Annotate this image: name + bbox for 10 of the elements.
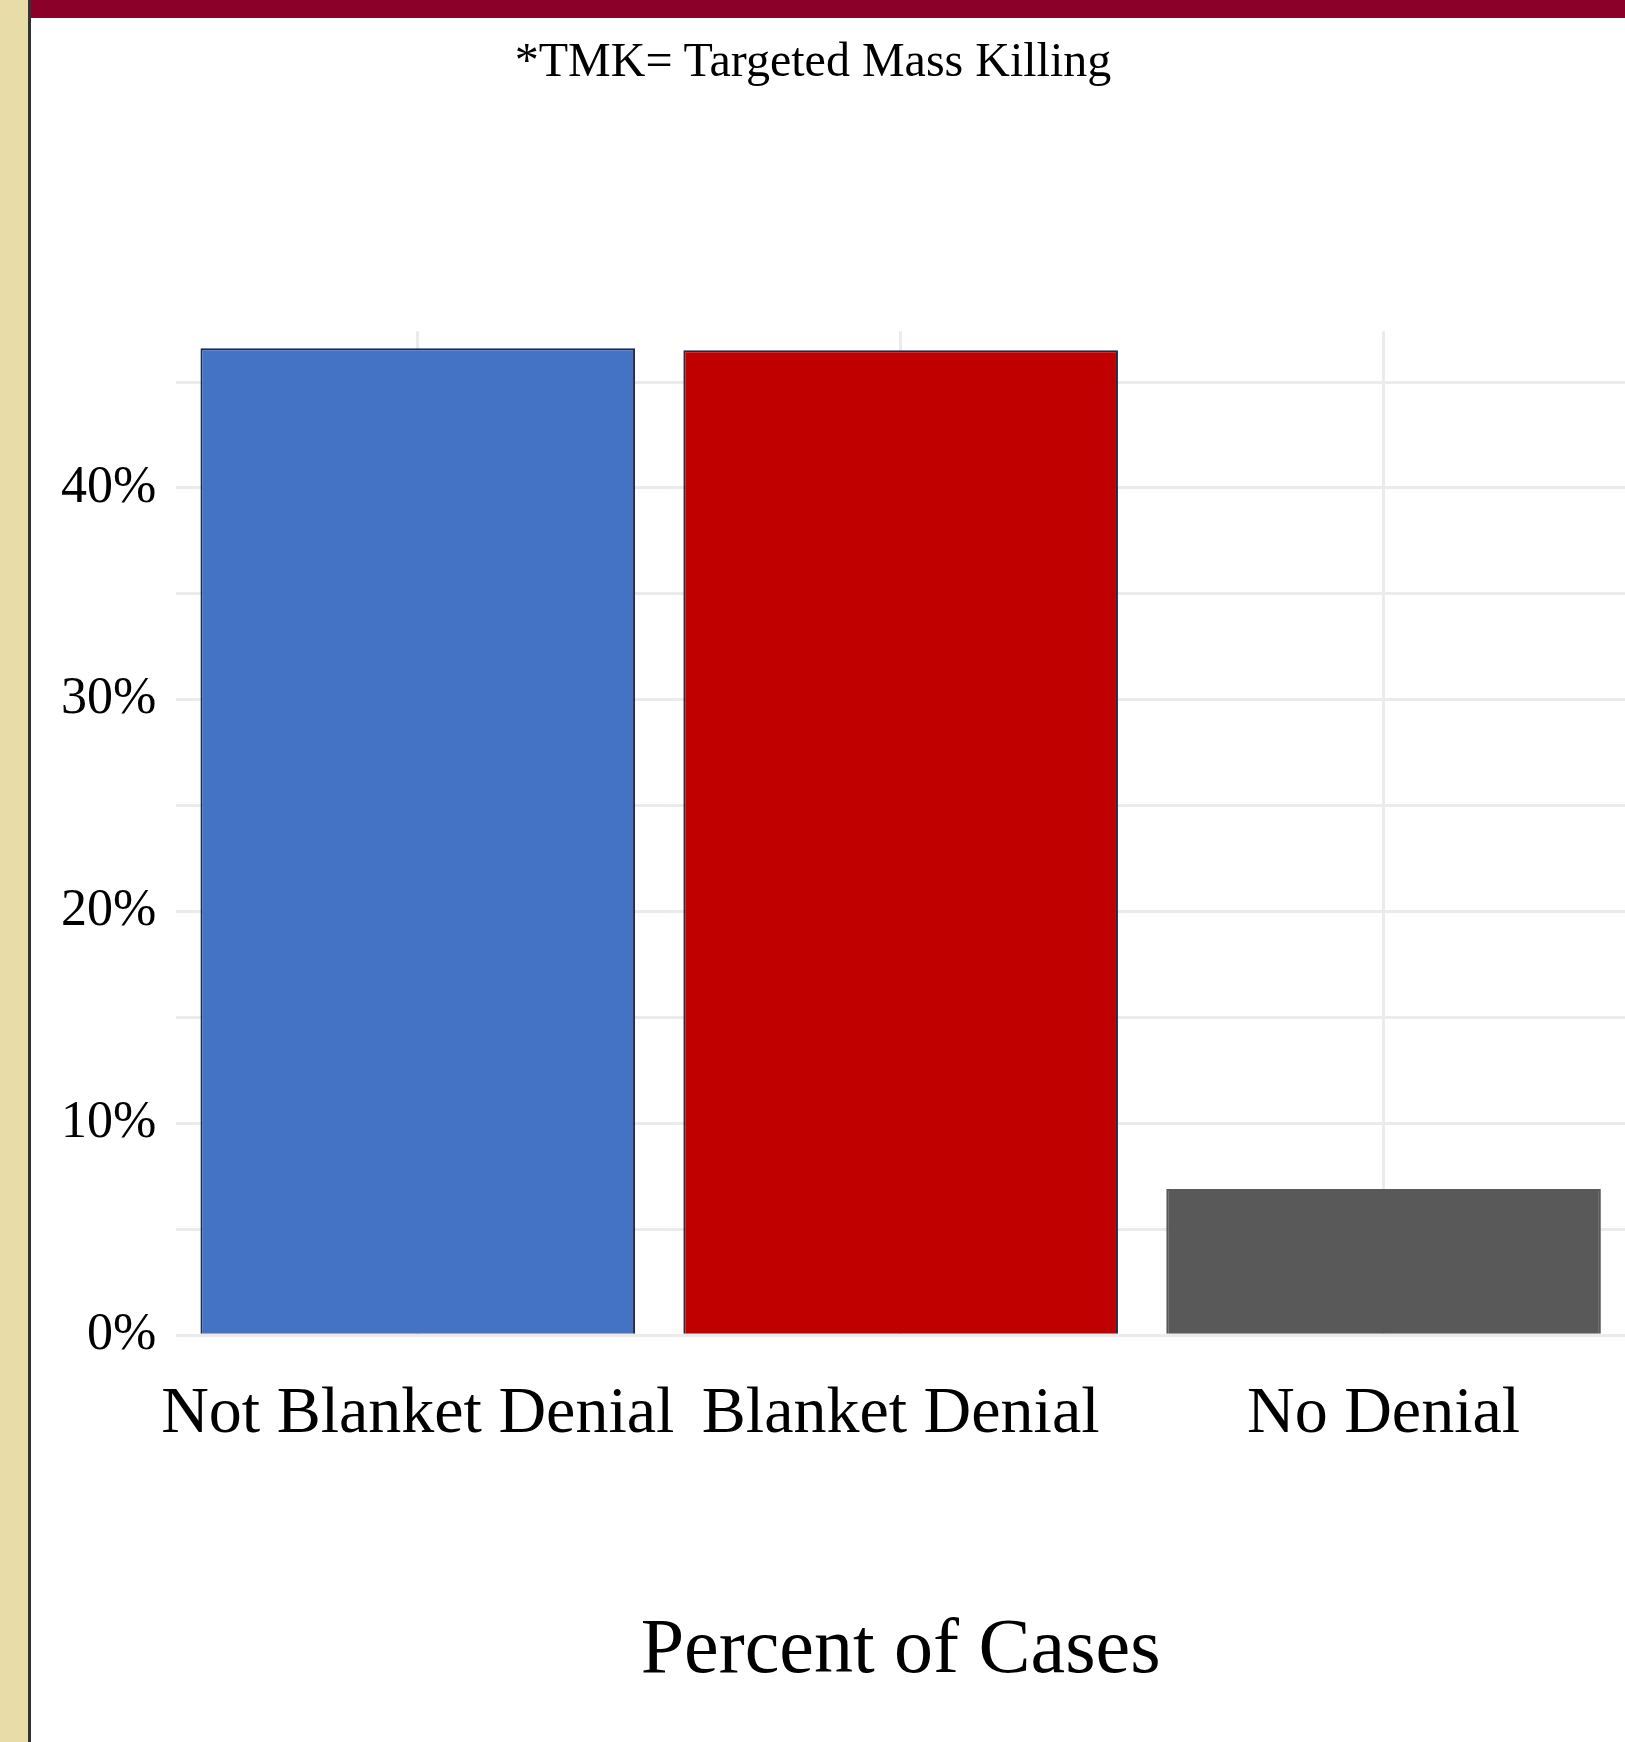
- x-tick-label: Not Blanket Denial: [161, 1373, 675, 1447]
- y-tick-label: 20%: [60, 879, 157, 937]
- text: *TMK= Targeted Mass Killing: [514, 32, 1112, 87]
- x-tick-label: Blanket Denial: [701, 1373, 1100, 1447]
- y-tick-label: 10%: [60, 1091, 157, 1149]
- x-axis-title: Percent of Cases: [640, 1601, 1161, 1689]
- y-tick-label: 30%: [60, 667, 157, 725]
- x-tick-label: No Denial: [1247, 1373, 1521, 1447]
- y-tick-label: 40%: [60, 455, 157, 513]
- y-tick-label: 0%: [86, 1302, 157, 1360]
